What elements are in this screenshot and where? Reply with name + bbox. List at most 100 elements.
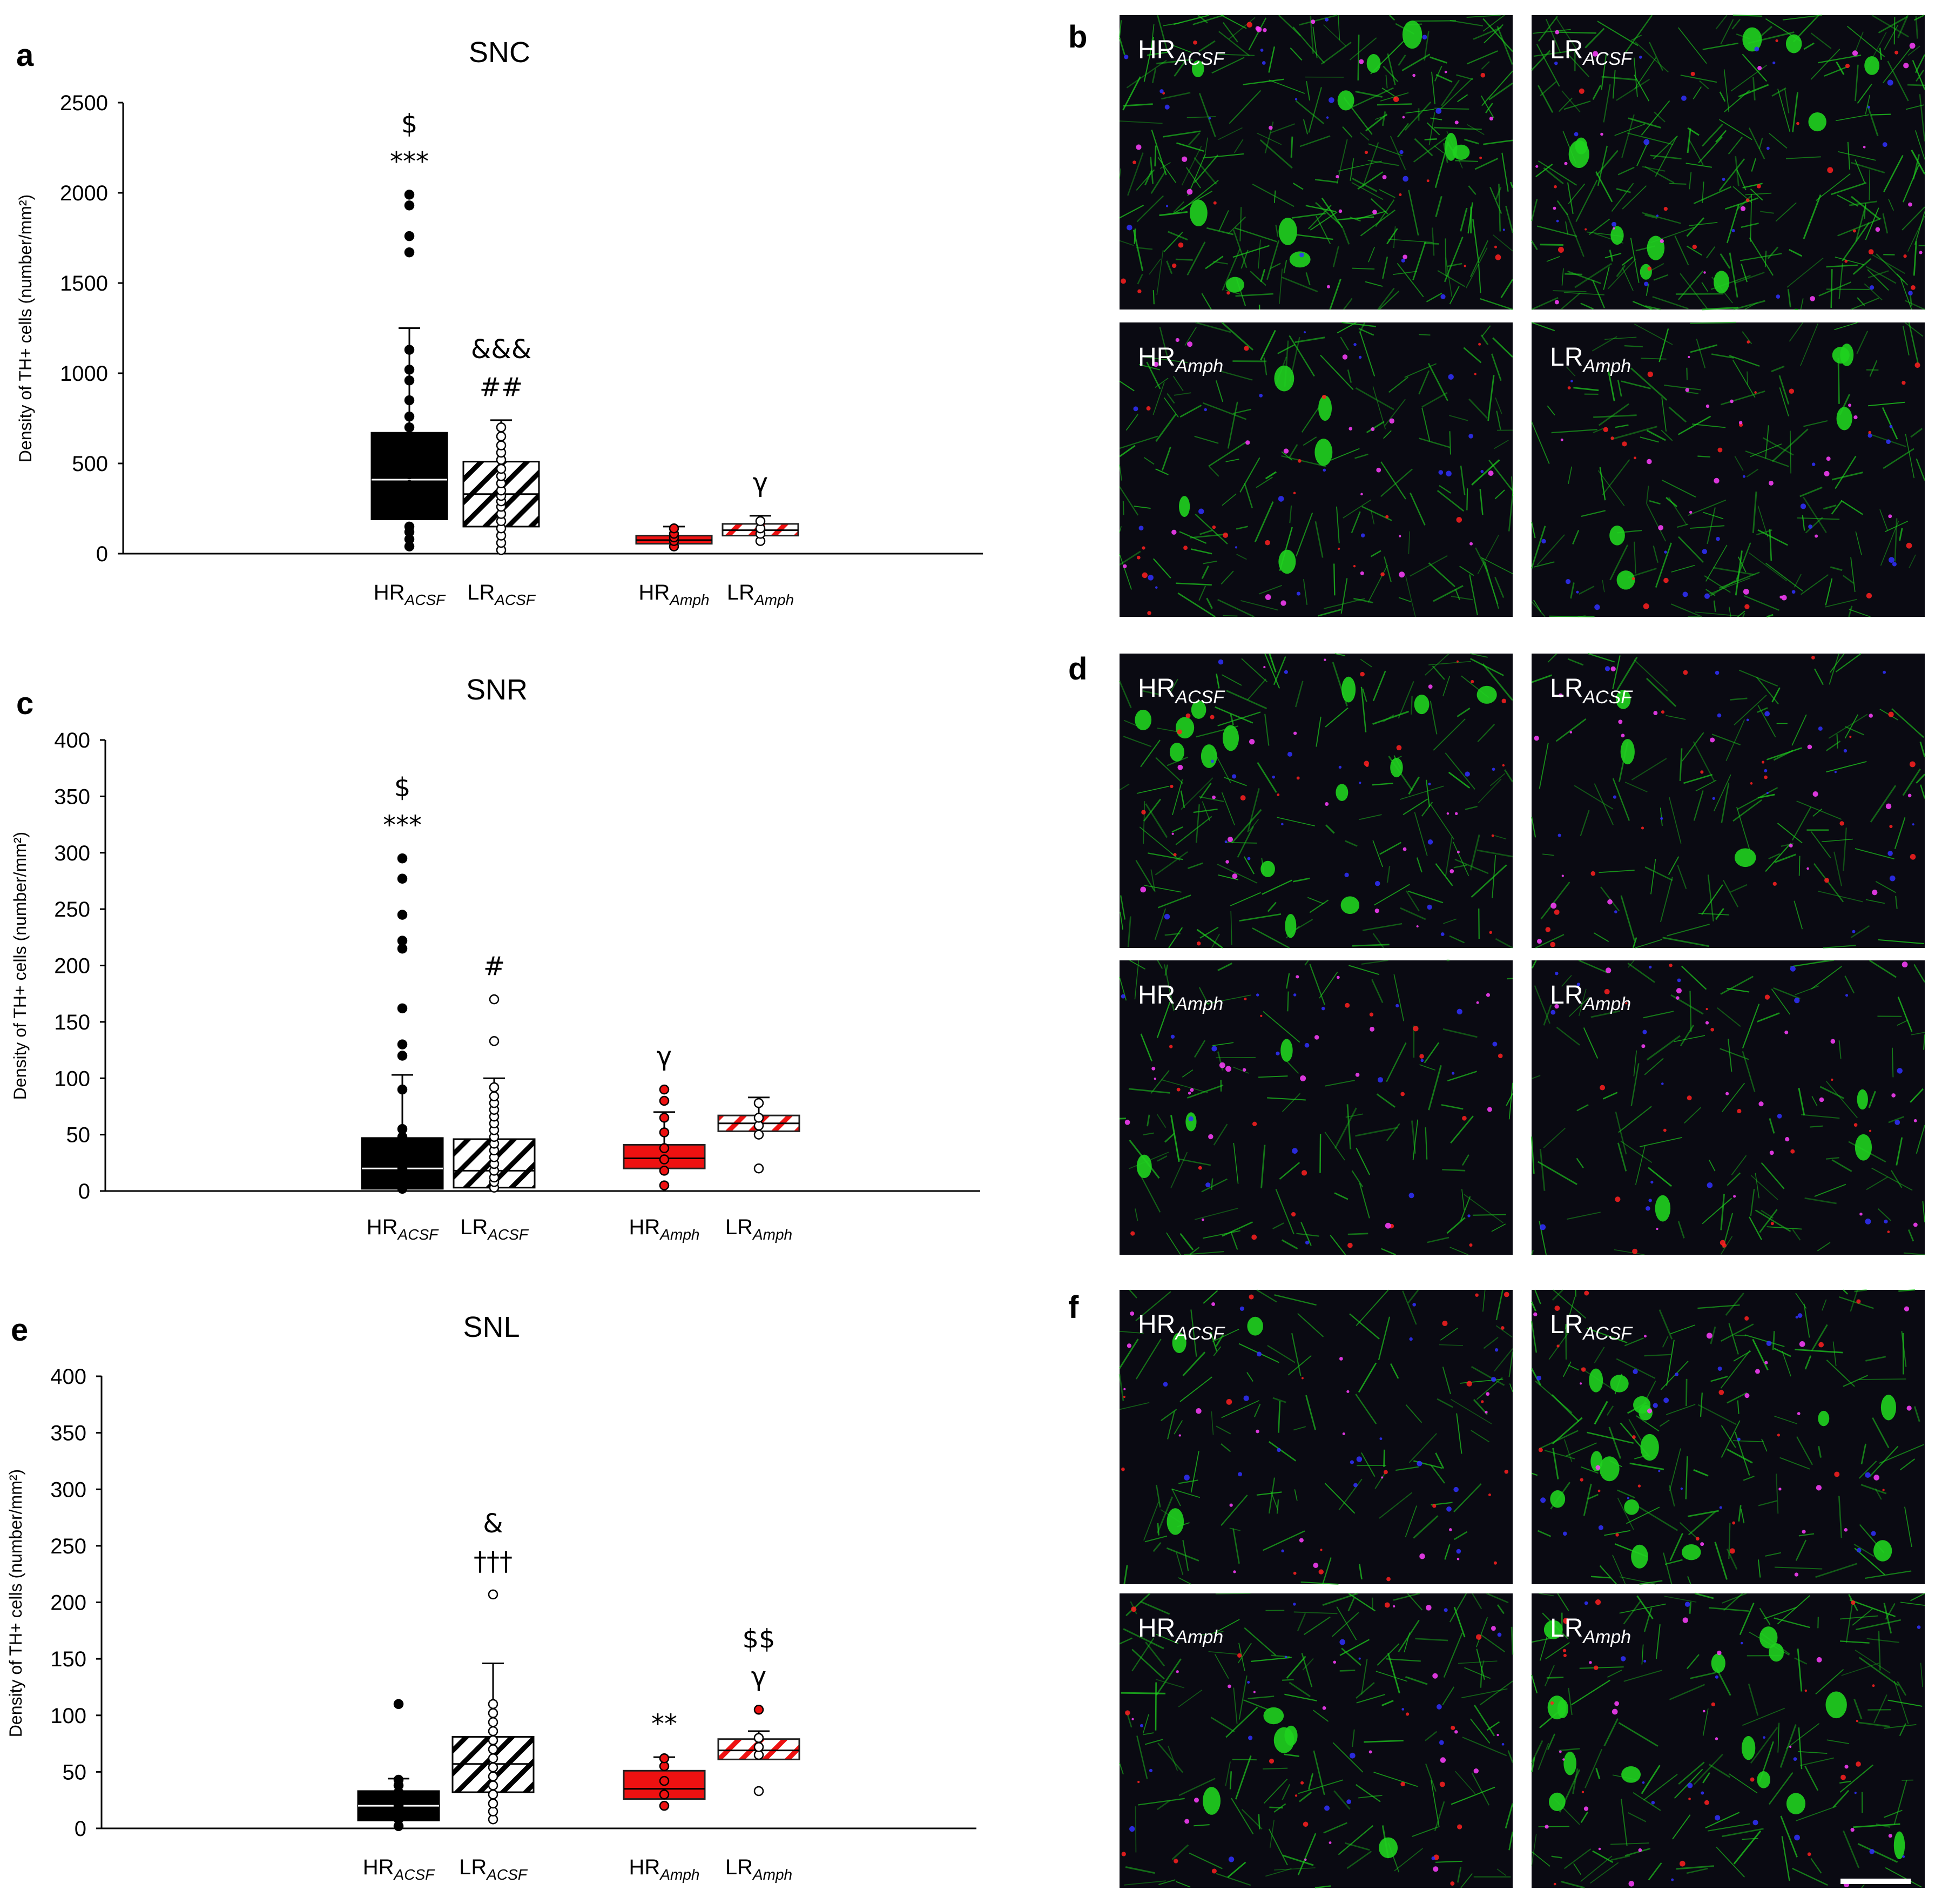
stain-dot xyxy=(1464,265,1466,267)
stain-dot xyxy=(1182,156,1188,162)
micrograph-hr-acsf: HRACSF xyxy=(1118,14,1514,311)
data-point xyxy=(496,422,507,433)
fiber xyxy=(1451,1786,1495,1805)
fiber xyxy=(1414,138,1433,157)
cell-body xyxy=(1169,742,1185,762)
stain-dot xyxy=(1403,254,1407,259)
fiber xyxy=(1206,227,1234,236)
fiber xyxy=(1641,100,1670,136)
fiber xyxy=(1282,1784,1291,1800)
fiber xyxy=(1774,1416,1797,1424)
fiber xyxy=(1307,897,1325,905)
fiber xyxy=(1472,1593,1482,1610)
stain-dot xyxy=(1432,1673,1438,1679)
y-tick-label: 1000 xyxy=(60,362,108,386)
fiber xyxy=(1907,216,1925,252)
fiber xyxy=(1427,1236,1449,1243)
cell-body xyxy=(1336,784,1349,801)
cell-body xyxy=(1610,226,1624,245)
stain-dot xyxy=(1278,496,1284,502)
fiber xyxy=(1480,1634,1506,1653)
fiber xyxy=(1461,1688,1508,1699)
stain-dot xyxy=(1681,95,1687,101)
stain-dot xyxy=(1628,1881,1635,1887)
fiber xyxy=(1243,78,1284,85)
fiber xyxy=(1843,1830,1860,1868)
fiber xyxy=(1215,380,1224,402)
fiber xyxy=(1786,257,1824,288)
cell-body xyxy=(1135,709,1152,730)
fiber xyxy=(1126,59,1167,89)
fiber xyxy=(1473,26,1502,40)
stain-dot xyxy=(1293,1603,1296,1606)
stain-dot xyxy=(1646,1206,1650,1211)
fiber xyxy=(1509,1383,1513,1392)
fiber xyxy=(1683,773,1713,784)
stain-dot xyxy=(1730,399,1734,403)
fiber xyxy=(1866,1176,1888,1190)
data-point xyxy=(404,455,415,465)
fiber xyxy=(1796,1436,1813,1465)
stain-dot xyxy=(1908,202,1912,207)
stain-dot xyxy=(1610,436,1614,440)
fiber xyxy=(1592,1850,1614,1863)
fiber xyxy=(1742,613,1745,617)
stain-dot xyxy=(1419,1054,1424,1059)
fiber xyxy=(1612,1555,1626,1585)
fiber xyxy=(1678,270,1704,300)
cell-body xyxy=(1185,1112,1197,1132)
fiber xyxy=(1853,1823,1900,1828)
stain-dot xyxy=(1170,1034,1175,1039)
fiber xyxy=(1164,964,1175,1012)
stain-dot xyxy=(1743,588,1749,595)
stain-dot xyxy=(1305,1240,1310,1245)
stain-dot xyxy=(1886,439,1891,444)
fiber xyxy=(1581,510,1606,517)
fiber xyxy=(1756,676,1779,705)
stain-dot xyxy=(1772,61,1776,65)
fiber xyxy=(1322,1592,1358,1606)
fiber xyxy=(1222,674,1242,686)
fiber xyxy=(1736,787,1778,810)
stain-dot xyxy=(1244,997,1247,1000)
fiber xyxy=(1857,297,1865,306)
fiber xyxy=(1491,353,1502,381)
fiber xyxy=(1565,221,1568,235)
fiber xyxy=(1684,1107,1701,1123)
fiber xyxy=(1256,476,1273,488)
fiber xyxy=(1466,50,1498,65)
fiber xyxy=(1374,1473,1386,1489)
fiber xyxy=(1495,397,1502,414)
fiber xyxy=(1292,183,1304,190)
fiber xyxy=(1739,1603,1755,1636)
fiber xyxy=(1614,1249,1645,1255)
stain-dot xyxy=(1123,1396,1125,1398)
fiber xyxy=(1481,70,1513,106)
stain-dot xyxy=(1789,388,1795,394)
fiber xyxy=(1661,429,1673,441)
micrograph-label: HRAmph xyxy=(1138,1614,1223,1647)
stain-dot xyxy=(1737,1109,1742,1114)
fiber xyxy=(1217,864,1258,884)
fiber xyxy=(1431,1779,1440,1828)
fiber xyxy=(1797,1649,1803,1692)
fiber xyxy=(1149,258,1161,275)
fiber xyxy=(1729,355,1760,367)
fiber xyxy=(1190,1451,1199,1493)
fiber xyxy=(1768,853,1781,860)
fiber xyxy=(1262,1530,1305,1551)
stain-dot xyxy=(1818,726,1823,731)
stain-dot xyxy=(1745,198,1750,202)
stain-dot xyxy=(1584,1290,1589,1296)
fiber xyxy=(1150,24,1155,51)
data-point xyxy=(488,1789,498,1800)
stain-dot xyxy=(1211,1302,1216,1306)
stain-dot xyxy=(1715,1737,1718,1740)
stain-dot xyxy=(1151,1066,1156,1071)
fiber xyxy=(1910,1088,1924,1103)
fiber xyxy=(1537,225,1577,237)
stain-dot xyxy=(1277,793,1280,796)
stain-dot xyxy=(1682,591,1688,597)
micrograph-lr-amph: LRAmph xyxy=(1531,959,1926,1256)
